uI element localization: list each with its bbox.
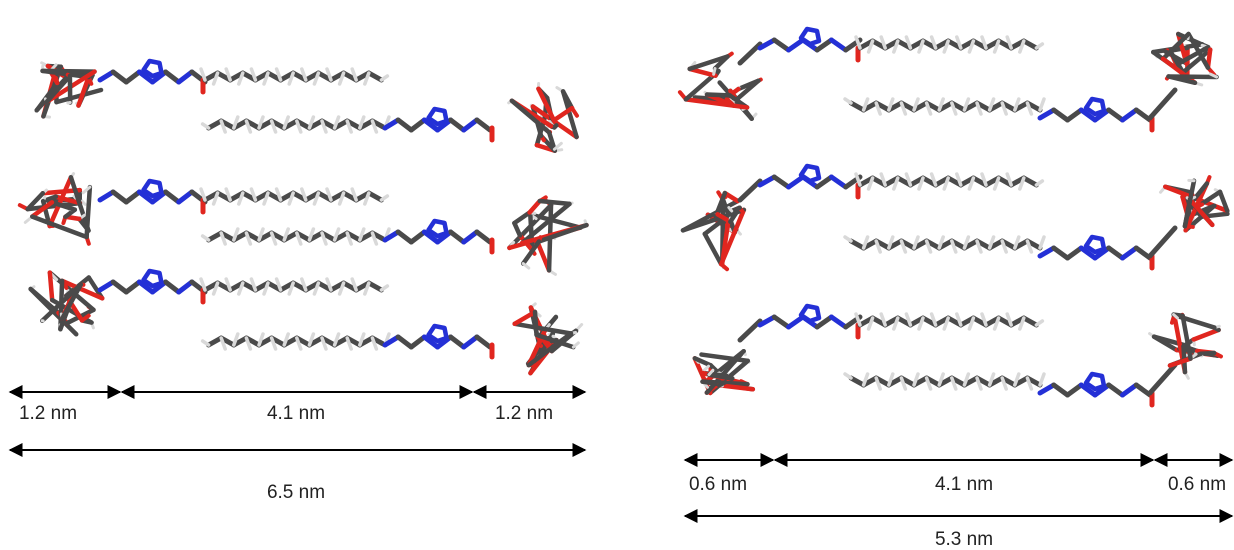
left-headgroup-length: 1.2 nm [19,403,77,424]
right-molecule-upper-1 [677,26,1045,121]
right-panel-dimensions: 0.6 nm 4.1 nm 0.6 nm 5.3 nm [683,453,1234,550]
molecular-structures [17,26,1230,408]
left-molecule-lower-3 [200,302,584,376]
right-molecule-upper-3 [692,303,1045,396]
right-right-headgroup-length: 0.6 nm [1168,474,1226,495]
left-molecule-lower-2 [200,195,589,276]
right-total-length: 5.3 nm [935,529,993,550]
right-molecule-lower-2 [843,175,1230,271]
right-chain-length: 4.1 nm [935,474,993,495]
left-chain-length: 4.1 nm [267,403,325,424]
left-molecule-upper-1 [34,58,390,119]
left-total-length: 6.5 nm [267,482,325,503]
right-headgroup-length: 0.6 nm [689,474,747,495]
left-molecule-upper-3 [28,268,390,337]
left-right-headgroup-length: 1.2 nm [495,403,553,424]
left-molecule-upper-2 [17,172,390,246]
left-panel-dimensions: 1.2 nm 4.1 nm 1.2 nm 6.5 nm [8,385,587,503]
right-molecule-lower-1 [843,31,1219,133]
right-molecule-lower-3 [843,312,1223,408]
right-molecule-upper-2 [680,163,1045,272]
left-molecule-lower-1 [200,81,579,154]
